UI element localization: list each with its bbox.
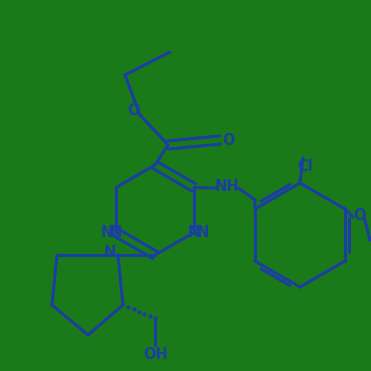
Text: N: N [188, 225, 200, 240]
Text: Cl: Cl [297, 159, 313, 174]
Text: N: N [101, 225, 113, 240]
Text: O: O [127, 103, 139, 118]
Text: OH: OH [143, 347, 168, 362]
Text: N: N [104, 244, 116, 260]
Text: N: N [197, 225, 210, 240]
Text: NH: NH [214, 179, 239, 194]
Text: O: O [354, 208, 366, 223]
Text: O: O [222, 132, 234, 148]
Text: N: N [110, 225, 122, 240]
